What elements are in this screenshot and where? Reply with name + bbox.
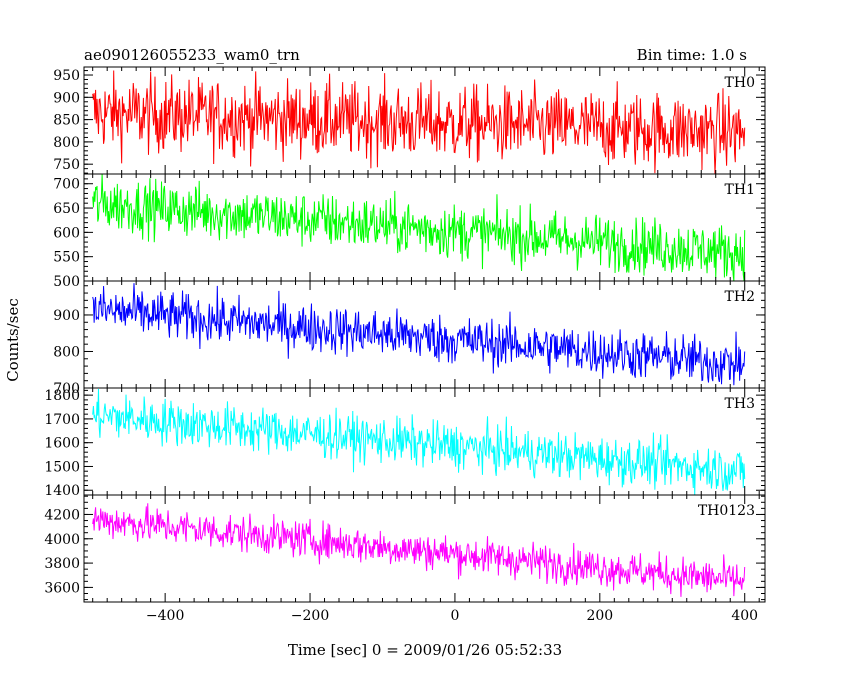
x-axis-label: Time [sec] 0 = 2009/01/26 05:52:33: [288, 641, 562, 659]
y-tick-label: 800: [53, 135, 80, 151]
panel-label-th1: TH1: [725, 182, 755, 198]
y-tick-label: 1800: [44, 388, 80, 404]
y-tick-label: 700: [53, 381, 80, 397]
panel-frame-th0: [83, 66, 766, 175]
y-tick-label: 3600: [44, 580, 80, 596]
y-tick-label: 900: [53, 308, 80, 324]
panel-label-th2: TH2: [725, 289, 755, 305]
series-line-th0: [92, 70, 746, 175]
series-line-th1: [92, 173, 746, 282]
y-tick-label: 500: [53, 274, 80, 290]
series-line-th2: [92, 283, 746, 386]
y-tick-label: 3800: [44, 556, 80, 572]
x-tick-label: 0: [450, 608, 459, 624]
panels-group: 750 800 850 900 950 TH0 500 550 600 650 700 TH1 700 8…: [44, 66, 766, 624]
y-tick-label: 700: [53, 177, 80, 193]
y-tick-label: 550: [53, 250, 80, 266]
series-line-th3: [92, 389, 746, 496]
y-tick-label: 950: [53, 68, 80, 84]
x-tick-label: −200: [291, 608, 329, 624]
y-tick-label: 600: [53, 225, 80, 241]
y-tick-label: 1700: [44, 412, 80, 428]
chart-title: ae090126055233_wam0_trn: [84, 46, 300, 64]
y-tick-label: 4200: [44, 507, 80, 523]
y-tick-label: 800: [53, 344, 80, 360]
y-tick-label: 900: [53, 90, 80, 106]
bin-time-label: Bin time: 1.0 s: [637, 46, 747, 64]
series-line-th0123: [92, 503, 746, 597]
y-axis-label: Counts/sec: [4, 298, 22, 382]
y-tick-label: 650: [53, 201, 80, 217]
x-tick-label: 200: [586, 608, 613, 624]
panel-frame-th0123: [83, 494, 766, 603]
panel-label-th3: TH3: [725, 396, 755, 412]
y-tick-label: 1400: [44, 483, 80, 499]
y-tick-label: 850: [53, 113, 80, 129]
y-tick-label: 1500: [44, 459, 80, 475]
x-tick-label: 400: [731, 608, 758, 624]
y-tick-label: 1600: [44, 436, 80, 452]
x-tick-label: −400: [146, 608, 184, 624]
panel-frame-th3: [83, 387, 766, 496]
panel-label-th0123: TH0123: [698, 503, 755, 519]
y-tick-label: 750: [53, 157, 80, 173]
y-tick-label: 4000: [44, 532, 80, 548]
panel-label-th0: TH0: [725, 75, 755, 91]
